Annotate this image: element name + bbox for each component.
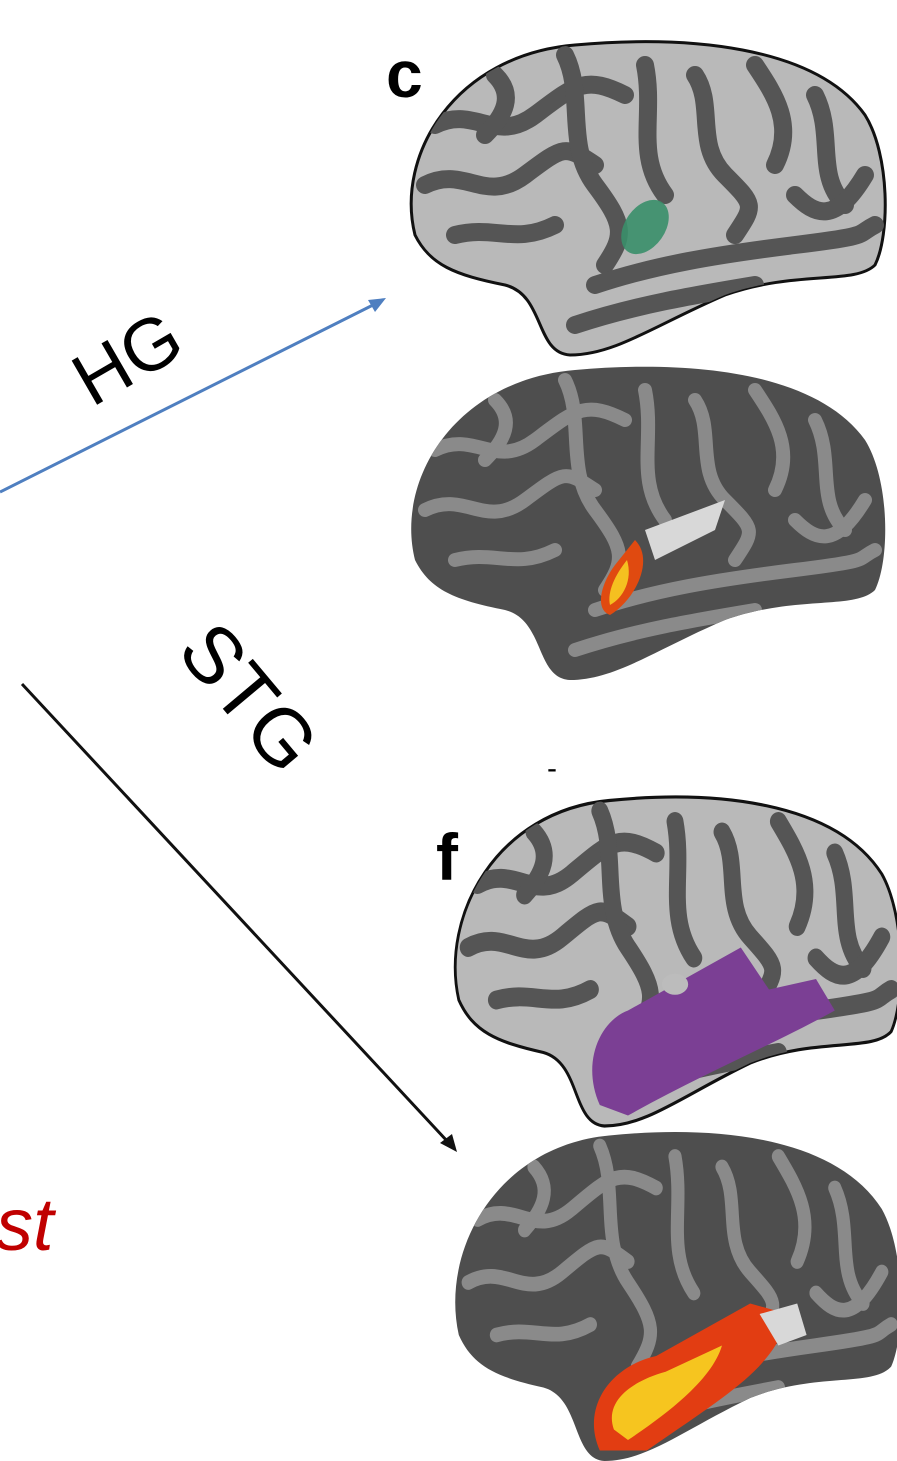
brain-f-top — [455, 797, 897, 1126]
arrow-hg — [0, 304, 375, 492]
brain-f-bottom — [455, 1132, 897, 1461]
page: {"panels": {"c": "c", "f": "f"}, "arrows… — [0, 0, 897, 1461]
arrow-stg — [22, 684, 448, 1142]
fragment-text: st — [0, 1183, 57, 1266]
panel-label: f — [436, 820, 459, 894]
dash: - — [547, 752, 557, 785]
arrow-label: STG — [162, 606, 336, 789]
figure: c f HG STG st - — [0, 0, 897, 1461]
panel-label: c — [386, 37, 423, 111]
brain-c-bottom — [411, 367, 885, 680]
brain-c-top — [411, 42, 885, 355]
